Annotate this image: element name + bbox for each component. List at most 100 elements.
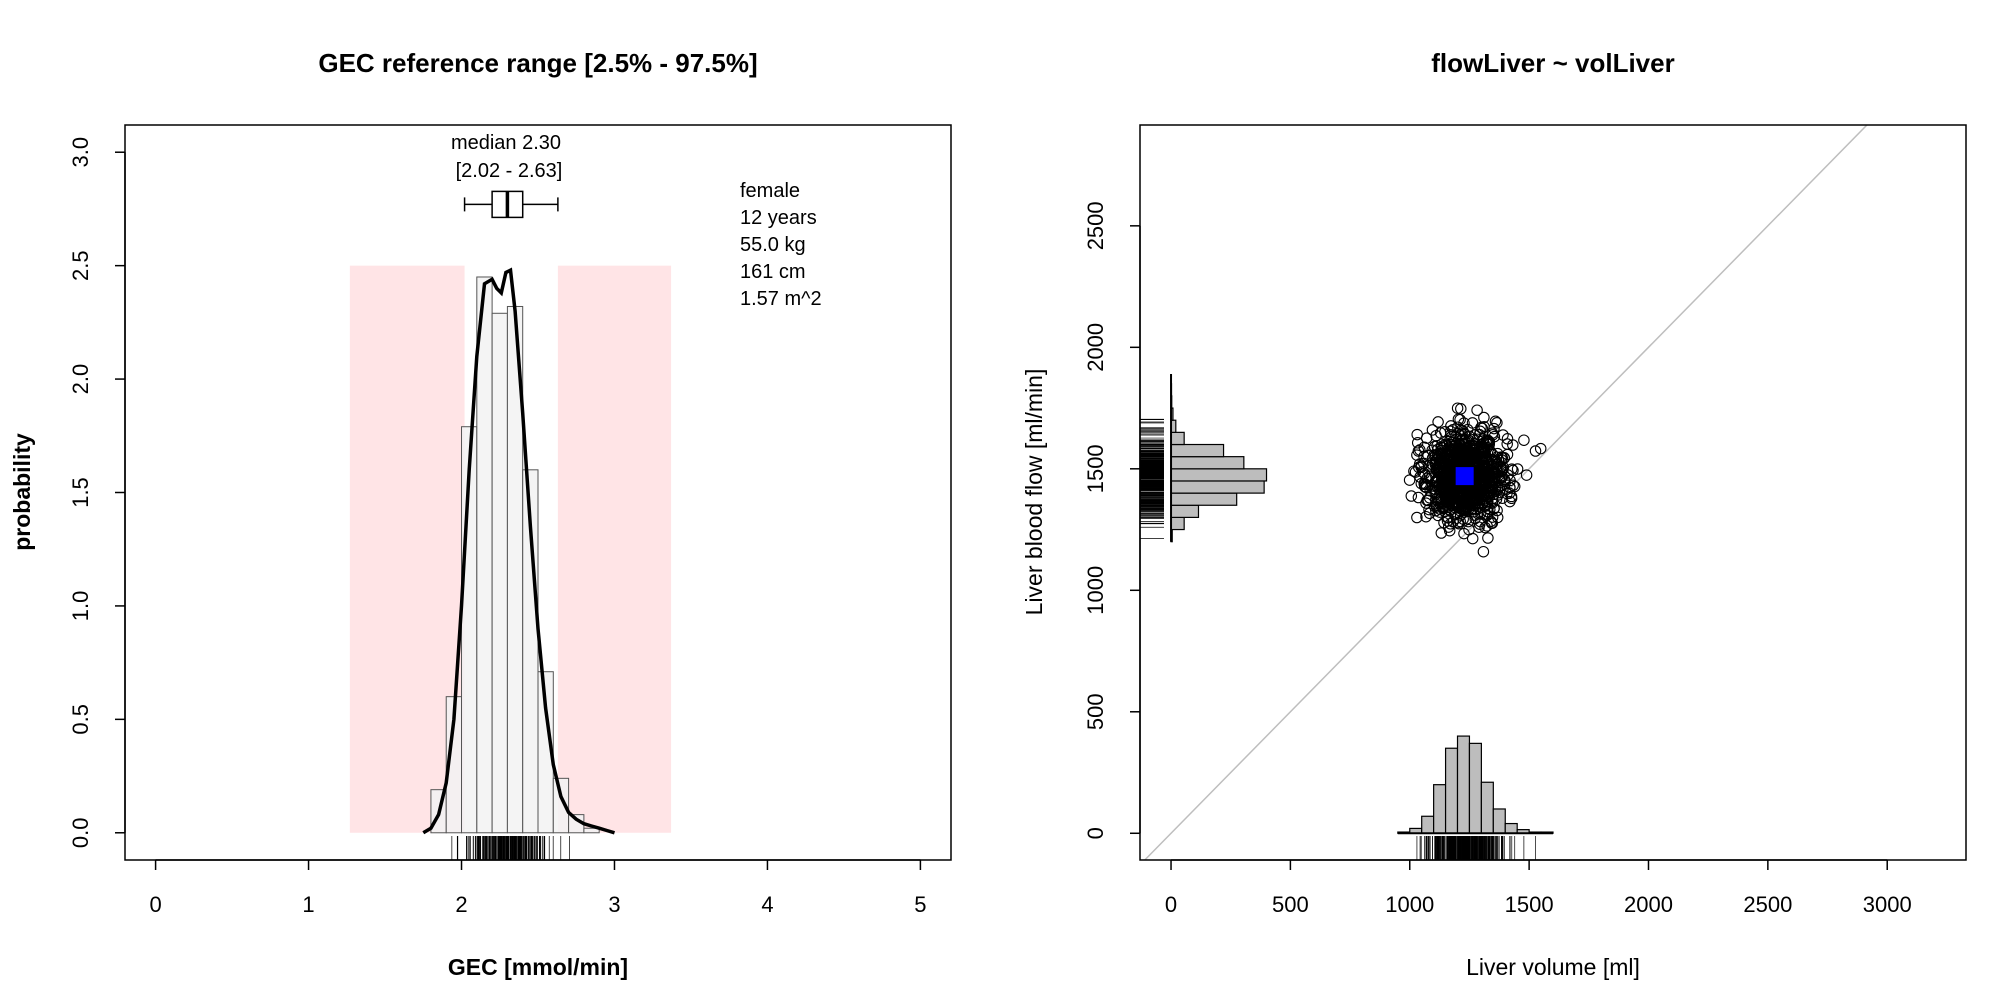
- y-tick-label: 3.0: [68, 137, 93, 168]
- scatter-point: [1444, 446, 1456, 458]
- volume-rug: [1416, 836, 1536, 860]
- y-tick-label: 2.5: [68, 250, 93, 281]
- liver-title: flowLiver ~ volLiver: [1431, 48, 1674, 78]
- liver-panel: flowLiver ~ volLiver 0 500 1000 1500 2000 250…: [1021, 48, 1967, 980]
- scatter-point: [1429, 449, 1442, 462]
- liver-x-axis-label: Liver volume [ml]: [1466, 954, 1640, 980]
- scatter-point: [1432, 452, 1445, 465]
- scatter-point: [1465, 446, 1477, 458]
- volume-marginal-histogram: [1397, 735, 1554, 835]
- y-tick-label: 1500: [1083, 444, 1108, 493]
- scatter-point: [1483, 482, 1496, 495]
- x-tick-label: 0: [1165, 892, 1177, 917]
- scatter-point: [1411, 511, 1423, 524]
- subject-info-line: 1.57 m^2: [740, 288, 822, 310]
- scatter-point: [1473, 502, 1485, 515]
- scatter-point: [1456, 434, 1468, 446]
- gec-title: GEC reference range [2.5% - 97.5%]: [318, 48, 757, 78]
- flow-marginal-bar: [1170, 443, 1225, 458]
- scatter-point: [1438, 516, 1450, 529]
- volume-marginal-bar: [1421, 815, 1435, 834]
- scatter-point: [1481, 490, 1494, 502]
- scatter-point: [1504, 474, 1516, 487]
- scatter-point: [1423, 503, 1435, 516]
- scatter-point: [1430, 486, 1442, 498]
- scatter-point: [1415, 460, 1427, 472]
- scatter-point: [1473, 428, 1486, 441]
- gec-panel: GEC reference range [2.5% - 97.5%] media…: [9, 48, 952, 980]
- scatter-point: [1473, 487, 1486, 500]
- scatter-point: [1481, 486, 1493, 498]
- scatter-point: [1426, 424, 1439, 436]
- scatter-point: [1504, 495, 1516, 508]
- scatter-point: [1458, 527, 1470, 540]
- volume-marginal-bar: [1504, 822, 1518, 834]
- volume-marginal-bar: [1492, 808, 1506, 834]
- scatter-point: [1477, 456, 1490, 468]
- gec-y-axis: 0.0 0.5 1.0 1.5 2.0 2.5 3.0: [68, 137, 126, 848]
- scatter-point: [1418, 441, 1431, 453]
- gec-x-axis: 0 1 2 3 4 5: [149, 859, 927, 917]
- scatter-point: [1507, 439, 1519, 451]
- y-tick-label: 0: [1083, 827, 1108, 839]
- scatter-point: [1405, 490, 1418, 502]
- flow-marginal-bar: [1170, 480, 1265, 494]
- scatter-point: [1420, 481, 1433, 494]
- scatter-point: [1411, 428, 1423, 441]
- ci-label: [2.02 - 2.63]: [456, 160, 563, 182]
- scatter-point: [1483, 468, 1496, 480]
- x-tick-label: 0: [149, 892, 161, 917]
- scatter-point: [1418, 467, 1431, 480]
- volume-marginal-bar: [1433, 784, 1447, 834]
- gec-rug: [451, 836, 570, 860]
- x-tick-label: 2: [455, 892, 467, 917]
- gec-x-axis-label: GEC [mmol/min]: [448, 954, 628, 980]
- x-tick-label: 1000: [1385, 892, 1434, 917]
- x-tick-label: 2000: [1624, 892, 1673, 917]
- scatter-point: [1420, 510, 1432, 523]
- scatter-point: [1434, 427, 1447, 439]
- scatter-point: [1482, 456, 1495, 469]
- y-tick-label: 1000: [1083, 566, 1108, 615]
- histogram-bar: [491, 312, 508, 834]
- scatter-point: [1434, 458, 1446, 471]
- subject-info-line: female: [740, 180, 800, 202]
- flow-marginal-bar: [1170, 456, 1245, 470]
- scatter-point: [1481, 441, 1494, 454]
- subject-info-line: 161 cm: [740, 261, 806, 283]
- x-tick-label: 3000: [1863, 892, 1912, 917]
- y-tick-label: 1.5: [68, 477, 93, 508]
- scatter-point: [1520, 469, 1533, 481]
- scatter-point: [1435, 475, 1448, 487]
- scatter-point: [1473, 521, 1485, 533]
- scatter-point: [1461, 496, 1474, 508]
- x-tick-label: 1: [302, 892, 314, 917]
- liver-x-axis: 0 500 1000 1500 2000 2500 3000: [1165, 859, 1912, 917]
- scatter-point: [1487, 429, 1499, 441]
- subject-point: [1455, 467, 1474, 486]
- scatter-point: [1503, 487, 1516, 499]
- scatter-point: [1447, 499, 1459, 512]
- scatter-point: [1432, 416, 1444, 428]
- y-tick-label: 500: [1083, 693, 1108, 730]
- volume-marginal-bar: [1480, 781, 1494, 834]
- scatter-point: [1486, 453, 1499, 466]
- flow-rug: [1140, 418, 1164, 539]
- scatter-point: [1478, 411, 1490, 424]
- scatter-point: [1443, 524, 1456, 537]
- scatter-point: [1445, 451, 1458, 464]
- flow-marginal-bar: [1170, 516, 1185, 531]
- subject-info-line: 12 years: [740, 207, 817, 229]
- scatter-point: [1413, 458, 1426, 470]
- volume-marginal-bar: [1444, 747, 1459, 834]
- gec-boxplot: [463, 190, 559, 219]
- y-tick-label: 2.0: [68, 364, 93, 395]
- volume-marginal-bar: [1456, 735, 1471, 834]
- scatter-point: [1449, 496, 1462, 509]
- reference-band-low: [349, 265, 465, 833]
- histogram-bar: [476, 276, 493, 834]
- scatter-point: [1469, 481, 1481, 494]
- scatter-point: [1466, 532, 1479, 545]
- histogram-bar: [583, 827, 600, 834]
